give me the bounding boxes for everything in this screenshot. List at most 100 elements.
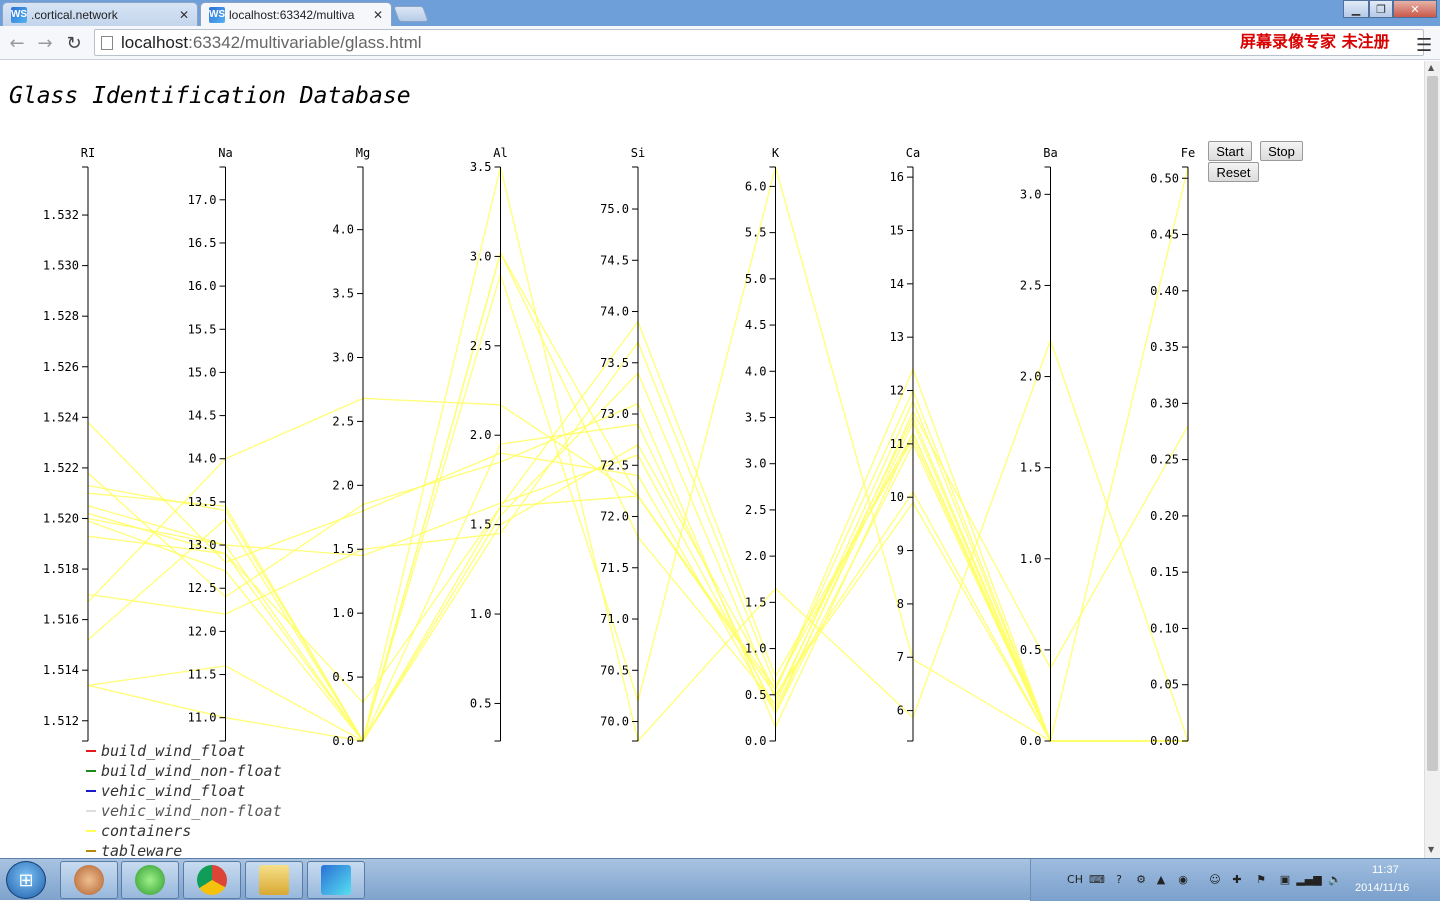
reset-button[interactable]: Reset (1208, 162, 1259, 182)
reload-icon[interactable]: ↻ (66, 32, 82, 54)
keyboard-icon[interactable]: ⌨ (1089, 872, 1105, 886)
tick-label: 0.5 (470, 696, 492, 710)
axis-na: Na 11.0 11.5 12.0 12.5 13.0 13.5 14.0 14.5 15.0 15… (188, 146, 233, 742)
device-icon[interactable]: ▣ (1279, 872, 1291, 886)
legend-item: build_wind_non-float (86, 761, 282, 781)
taskbar-item-webstorm[interactable] (307, 861, 365, 899)
tick-label: 13.0 (188, 538, 217, 552)
tick-label: 2.0 (745, 549, 767, 563)
volume-icon[interactable]: 🔈 (1328, 872, 1342, 886)
tick-label: 72.5 (600, 458, 629, 472)
tick-label: 5.0 (745, 272, 767, 286)
axis-mg: Mg 0.0 0.5 1.0 1.5 2.0 2.5 3.0 3.5 4.0 (332, 146, 370, 748)
legend-swatch (86, 770, 96, 772)
tray-app-icon[interactable]: ◉ (1178, 872, 1188, 886)
start-button[interactable]: ⊞ (6, 861, 46, 899)
legend-item: tableware (86, 841, 282, 858)
back-icon[interactable]: ← (9, 32, 25, 54)
tick-label: 2.0 (470, 428, 492, 442)
tick-label: 7 (897, 650, 904, 664)
forward-icon[interactable]: → (37, 32, 53, 54)
tick-label: 9 (897, 544, 904, 558)
tick-label: 1.532 (43, 208, 79, 222)
security-icon[interactable]: ✚ (1232, 872, 1242, 886)
tick-label: 0.35 (1150, 340, 1179, 354)
legend-swatch (86, 750, 96, 752)
tick-label: 12.5 (188, 581, 217, 595)
legend-item: containers (86, 821, 282, 841)
tick-label: 72.0 (600, 510, 629, 524)
network-icon[interactable]: ▂▄▆ (1296, 872, 1322, 886)
axis-title: K (772, 146, 780, 160)
tick-label: 0.20 (1150, 509, 1179, 523)
tray-expand-icon[interactable]: ▲ (1156, 872, 1166, 886)
tick-label: 8 (897, 597, 904, 611)
tick-label: 1.0 (745, 642, 767, 656)
scroll-down-icon[interactable]: ▼ (1428, 845, 1435, 854)
tick-label: 0.5 (332, 670, 354, 684)
webstorm-icon: WS (209, 6, 225, 23)
tick-label: 0.0 (745, 734, 767, 748)
tick-label: 12.0 (188, 624, 217, 638)
parallel-coordinates-chart: RI1.5121.5141.5161.5181.5201.5221.5241.5… (43, 146, 1195, 748)
axis-title: Na (218, 146, 232, 160)
taskbar-item-contacts[interactable] (60, 861, 118, 899)
flag-icon[interactable]: ⚑ (1256, 872, 1266, 886)
tick-label: 4.0 (332, 223, 354, 237)
minimize-button[interactable]: ▁ (1343, 0, 1369, 18)
chrome-icon (197, 865, 227, 895)
scroll-up-icon[interactable]: ▲ (1428, 63, 1435, 72)
new-tab-button[interactable] (393, 6, 429, 22)
tick-label: 0.0 (1020, 734, 1042, 748)
close-icon[interactable]: ✕ (372, 7, 383, 22)
close-icon[interactable]: ✕ (178, 7, 189, 22)
qq-icon[interactable]: ☺ (1209, 872, 1221, 886)
address-bar[interactable]: localhost:63342/multivariable/glass.html (94, 29, 1424, 56)
tick-label: 2.5 (745, 503, 767, 517)
legend-label: vehic_wind_non-float (101, 802, 282, 820)
tick-label: 74.0 (600, 305, 629, 319)
vertical-scrollbar[interactable]: ▲ ▼ (1424, 61, 1440, 858)
axis-title: Ba (1043, 146, 1057, 160)
axis-ri: RI 1.512 1.514 1.516 1.518 1.520 1.522 1.524 1.5… (43, 146, 95, 742)
tick-label: 11 (890, 437, 904, 451)
tick-label: 1.0 (470, 607, 492, 621)
tab-cortical-network[interactable]: WS .cortical.network ✕ (2, 2, 198, 26)
page-title: Glass Identification Database (9, 83, 411, 109)
legend-label: containers (101, 822, 192, 840)
tick-label: 13 (890, 330, 904, 344)
close-window-button[interactable]: ✕ (1393, 0, 1437, 18)
tick-label: 0.30 (1150, 396, 1179, 410)
legend-label: build_wind_float (101, 742, 246, 760)
tray-tool-icon[interactable]: ⚙ (1136, 872, 1146, 886)
clock-date[interactable]: 2014/11/16 (1355, 882, 1410, 894)
tick-label: 0.00 (1150, 734, 1179, 748)
tab-localhost[interactable]: WS localhost:63342/multiva ✕ (200, 2, 392, 26)
tick-label: 0.0 (332, 734, 354, 748)
taskbar-item-explorer[interactable] (245, 861, 303, 899)
axis-title: Si (631, 146, 645, 160)
taskbar-item-ie[interactable] (121, 861, 179, 899)
menu-icon[interactable]: ☰ (1416, 35, 1433, 56)
legend-label: build_wind_non-float (101, 762, 282, 780)
windows-logo-icon: ⊞ (18, 869, 34, 891)
help-icon[interactable]: ? (1116, 872, 1122, 886)
axis-title: Al (493, 146, 507, 160)
stop-button[interactable]: Stop (1260, 141, 1303, 161)
tick-label: 3.0 (332, 350, 354, 364)
clock-time[interactable]: 11:37 (1372, 864, 1399, 876)
scroll-thumb[interactable] (1427, 76, 1438, 771)
tick-label: 0.5 (745, 688, 767, 702)
tick-label: 2.0 (1020, 370, 1042, 384)
language-indicator-icon[interactable]: CH (1067, 872, 1083, 886)
maximize-button[interactable]: ❐ (1369, 0, 1393, 18)
taskbar-item-chrome[interactable] (183, 861, 241, 899)
legend-swatch (86, 850, 96, 852)
tick-label: 10 (890, 490, 904, 504)
start-button[interactable]: Start (1208, 141, 1252, 161)
tick-label: 1.512 (43, 714, 79, 728)
axis-ba: Ba 0.0 0.5 1.0 1.5 2.0 2.5 3.0 (1020, 146, 1058, 748)
tick-label: 14.0 (188, 452, 217, 466)
tick-label: 6.0 (745, 179, 767, 193)
axis-al: Al 0.5 1.0 1.5 2.0 2.5 3.0 3.5 (470, 146, 508, 742)
